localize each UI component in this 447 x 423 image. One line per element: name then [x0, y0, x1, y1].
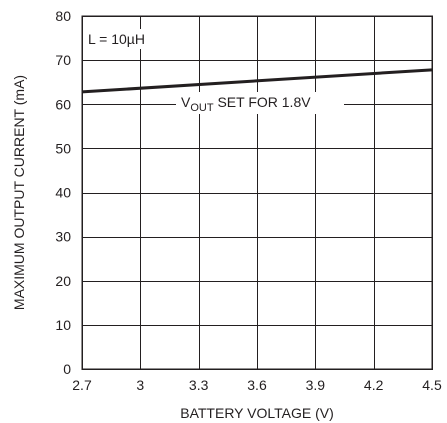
grid-lines — [82, 16, 433, 370]
x-tick-label: 4.5 — [422, 377, 442, 393]
x-tick-label: 3 — [136, 377, 144, 393]
x-axis-title: BATTERY VOLTAGE (V) — [180, 405, 334, 421]
x-tick-labels: 2.7 3 3.3 3.6 3.9 4.2 4.5 — [72, 377, 442, 393]
y-tick-label: 50 — [55, 140, 71, 156]
x-tick-label: 2.7 — [72, 377, 92, 393]
plot-frame — [81, 15, 433, 370]
x-tick-label: 3.9 — [306, 377, 326, 393]
y-tick-label: 20 — [55, 273, 71, 289]
x-tick-label: 3.3 — [189, 377, 209, 393]
vout-note-background — [176, 92, 344, 114]
y-tick-label: 0 — [63, 361, 71, 377]
vout-annotation-subscript: OUT — [190, 102, 214, 114]
vout-annotation: VOUT SET FOR 1.8V — [181, 94, 311, 114]
inductor-note-background — [84, 29, 168, 49]
x-tick-label: 3.6 — [247, 377, 267, 393]
vout-annotation-v: V — [181, 94, 191, 110]
y-tick-label: 10 — [55, 317, 71, 333]
y-tick-label: 70 — [55, 52, 71, 68]
vout-annotation-rest: SET FOR 1.8V — [214, 94, 312, 110]
y-tick-label: 40 — [55, 185, 71, 201]
y-tick-labels: 0 10 20 30 40 50 60 70 80 — [55, 8, 71, 377]
y-tick-label: 60 — [55, 96, 71, 112]
y-tick-label: 80 — [55, 8, 71, 24]
inductor-annotation: L = 10µH — [88, 31, 145, 47]
x-tick-label: 4.2 — [364, 377, 384, 393]
series-line — [81, 68, 433, 94]
y-axis-title: MAXIMUM OUTPUT CURRENT (mA) — [11, 75, 27, 310]
series-group — [81, 68, 433, 94]
y-tick-label: 30 — [55, 229, 71, 245]
